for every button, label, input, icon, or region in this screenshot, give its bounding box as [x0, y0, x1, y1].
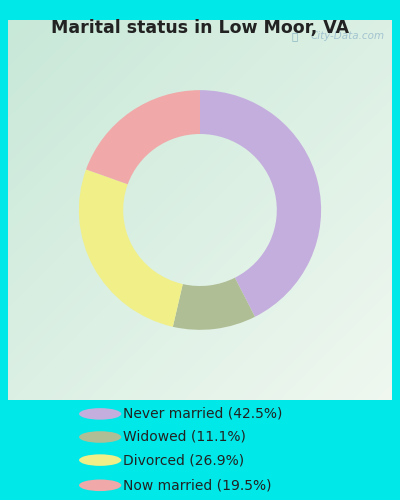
- Text: Never married (42.5%): Never married (42.5%): [123, 407, 282, 421]
- Text: Widowed (11.1%): Widowed (11.1%): [123, 430, 246, 444]
- Wedge shape: [200, 90, 321, 317]
- Wedge shape: [173, 278, 255, 330]
- Circle shape: [79, 408, 121, 420]
- Text: Now married (19.5%): Now married (19.5%): [123, 478, 272, 492]
- Wedge shape: [86, 90, 200, 184]
- Text: Marital status in Low Moor, VA: Marital status in Low Moor, VA: [51, 19, 349, 37]
- Text: City-Data.com: City-Data.com: [310, 32, 384, 42]
- Text: ⓘ: ⓘ: [292, 32, 298, 42]
- Circle shape: [79, 431, 121, 443]
- Wedge shape: [79, 170, 183, 327]
- Circle shape: [79, 454, 121, 466]
- Text: Divorced (26.9%): Divorced (26.9%): [123, 453, 244, 467]
- Circle shape: [79, 480, 121, 491]
